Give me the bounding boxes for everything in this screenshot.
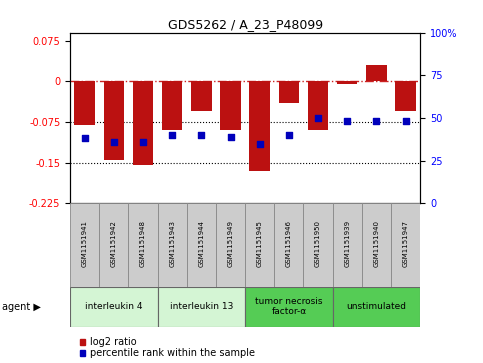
Bar (80, 339, 85, 345)
Text: GSM1151940: GSM1151940 (373, 220, 380, 267)
Bar (70, 203, 99, 287)
Bar (162, 81, 183, 130)
Bar (362, 203, 391, 287)
Bar (391, 203, 420, 287)
Point (402, 118, 410, 124)
Bar (191, 81, 212, 111)
Text: unstimulated: unstimulated (346, 302, 406, 311)
Text: agent ▶: agent ▶ (2, 302, 41, 312)
Bar (274, 203, 303, 287)
Bar (396, 81, 416, 111)
Text: interleukin 4: interleukin 4 (85, 302, 142, 311)
Text: GSM1151946: GSM1151946 (286, 220, 292, 267)
Bar (279, 81, 299, 103)
Bar (187, 203, 216, 287)
Text: GSM1151947: GSM1151947 (403, 220, 409, 267)
Text: GSM1151941: GSM1151941 (82, 220, 87, 267)
Bar (366, 65, 387, 81)
Bar (308, 81, 328, 130)
Point (372, 118, 380, 124)
Point (227, 134, 234, 140)
Text: GSM1151939: GSM1151939 (344, 220, 350, 267)
Text: GSM1151942: GSM1151942 (111, 220, 117, 267)
Text: GSM1151948: GSM1151948 (140, 220, 146, 267)
Bar (216, 203, 245, 287)
Bar (337, 81, 357, 84)
Bar (128, 203, 157, 287)
Point (110, 139, 118, 145)
Text: interleukin 13: interleukin 13 (170, 302, 233, 311)
Bar (333, 287, 420, 327)
Point (285, 132, 293, 138)
Bar (80, 350, 85, 356)
Bar (250, 81, 270, 171)
Bar (74, 81, 95, 125)
Bar (133, 81, 153, 166)
Bar (245, 203, 274, 287)
Bar (70, 287, 157, 327)
Text: GSM1151949: GSM1151949 (227, 220, 234, 267)
Text: GSM1151950: GSM1151950 (315, 220, 321, 267)
Text: GSM1151943: GSM1151943 (169, 220, 175, 267)
Text: GSM1151945: GSM1151945 (256, 220, 263, 267)
Bar (245, 287, 333, 327)
Point (81, 135, 88, 141)
Point (139, 139, 147, 145)
Text: log2 ratio: log2 ratio (90, 337, 137, 347)
Bar (99, 203, 128, 287)
Bar (157, 203, 187, 287)
Point (256, 141, 264, 147)
Point (198, 132, 205, 138)
Point (343, 118, 351, 124)
Title: GDS5262 / A_23_P48099: GDS5262 / A_23_P48099 (168, 19, 323, 32)
Text: GSM1151944: GSM1151944 (199, 220, 204, 267)
Bar (103, 81, 124, 160)
Bar (157, 287, 245, 327)
Bar (220, 81, 241, 130)
Bar (303, 203, 333, 287)
Point (314, 115, 322, 121)
Bar (333, 203, 362, 287)
Point (168, 132, 176, 138)
Text: percentile rank within the sample: percentile rank within the sample (90, 348, 256, 358)
Text: tumor necrosis
factor-α: tumor necrosis factor-α (255, 297, 323, 317)
